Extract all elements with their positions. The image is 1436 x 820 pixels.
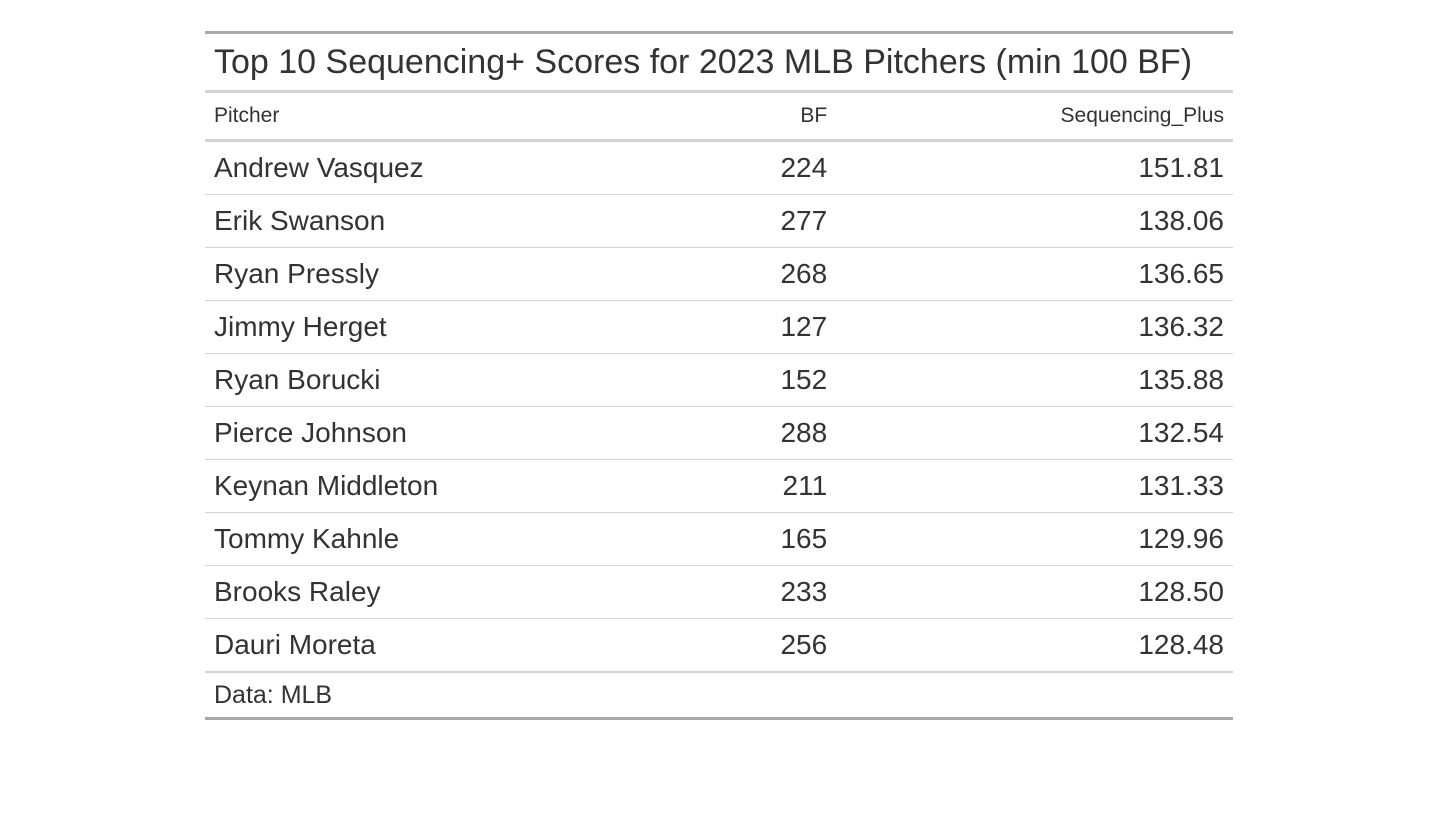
- pitcher-cell: Erik Swanson: [205, 194, 757, 248]
- sequencing-plus-cell: 136.65: [836, 247, 1233, 301]
- column-header-bf: BF: [756, 91, 837, 142]
- table-row: Keynan Middleton 211 131.33: [205, 459, 1233, 513]
- bf-cell: 233: [756, 565, 837, 619]
- pitcher-cell: Pierce Johnson: [205, 406, 757, 460]
- sequencing-plus-cell: 129.96: [836, 512, 1233, 566]
- pitcher-cell: Andrew Vasquez: [205, 140, 757, 195]
- table-row: Tommy Kahnle 165 129.96: [205, 512, 1233, 566]
- sequencing-plus-cell: 135.88: [836, 353, 1233, 407]
- bf-cell: 288: [756, 406, 837, 460]
- sequencing-plus-cell: 131.33: [836, 459, 1233, 513]
- column-header-sequencing-plus: Sequencing_Plus: [836, 91, 1233, 142]
- table-title: Top 10 Sequencing+ Scores for 2023 MLB P…: [205, 31, 1233, 93]
- pitcher-cell: Brooks Raley: [205, 565, 757, 619]
- table-row: Brooks Raley 233 128.50: [205, 565, 1233, 619]
- table-row: Dauri Moreta 256 128.48: [205, 618, 1233, 673]
- pitcher-cell: Ryan Borucki: [205, 353, 757, 407]
- table-row: Pierce Johnson 288 132.54: [205, 406, 1233, 460]
- footer-row: Data: MLB: [205, 672, 1233, 720]
- pitcher-cell: Jimmy Herget: [205, 300, 757, 354]
- bf-cell: 277: [756, 194, 837, 248]
- sequencing-plus-cell: 138.06: [836, 194, 1233, 248]
- table-container: Top 10 Sequencing+ Scores for 2023 MLB P…: [205, 31, 1233, 720]
- sequencing-plus-cell: 128.48: [836, 618, 1233, 673]
- table-row: Andrew Vasquez 224 151.81: [205, 140, 1233, 195]
- sequencing-plus-cell: 151.81: [836, 140, 1233, 195]
- pitcher-cell: Keynan Middleton: [205, 459, 757, 513]
- table-row: Ryan Borucki 152 135.88: [205, 353, 1233, 407]
- pitcher-cell: Dauri Moreta: [205, 618, 757, 673]
- table-row: Jimmy Herget 127 136.32: [205, 300, 1233, 354]
- table-row: Erik Swanson 277 138.06: [205, 194, 1233, 248]
- bf-cell: 256: [756, 618, 837, 673]
- bf-cell: 127: [756, 300, 837, 354]
- source-note: Data: MLB: [205, 672, 1233, 720]
- sequencing-plus-cell: 128.50: [836, 565, 1233, 619]
- column-header-row: Pitcher BF Sequencing_Plus: [205, 91, 1233, 142]
- bf-cell: 268: [756, 247, 837, 301]
- sequencing-plus-cell: 132.54: [836, 406, 1233, 460]
- title-row: Top 10 Sequencing+ Scores for 2023 MLB P…: [205, 31, 1233, 93]
- pitcher-cell: Ryan Pressly: [205, 247, 757, 301]
- pitcher-cell: Tommy Kahnle: [205, 512, 757, 566]
- table-row: Ryan Pressly 268 136.65: [205, 247, 1233, 301]
- sequencing-table: Top 10 Sequencing+ Scores for 2023 MLB P…: [205, 31, 1233, 720]
- bf-cell: 165: [756, 512, 837, 566]
- column-header-pitcher: Pitcher: [205, 91, 757, 142]
- bf-cell: 152: [756, 353, 837, 407]
- sequencing-plus-cell: 136.32: [836, 300, 1233, 354]
- bf-cell: 211: [756, 459, 837, 513]
- bf-cell: 224: [756, 140, 837, 195]
